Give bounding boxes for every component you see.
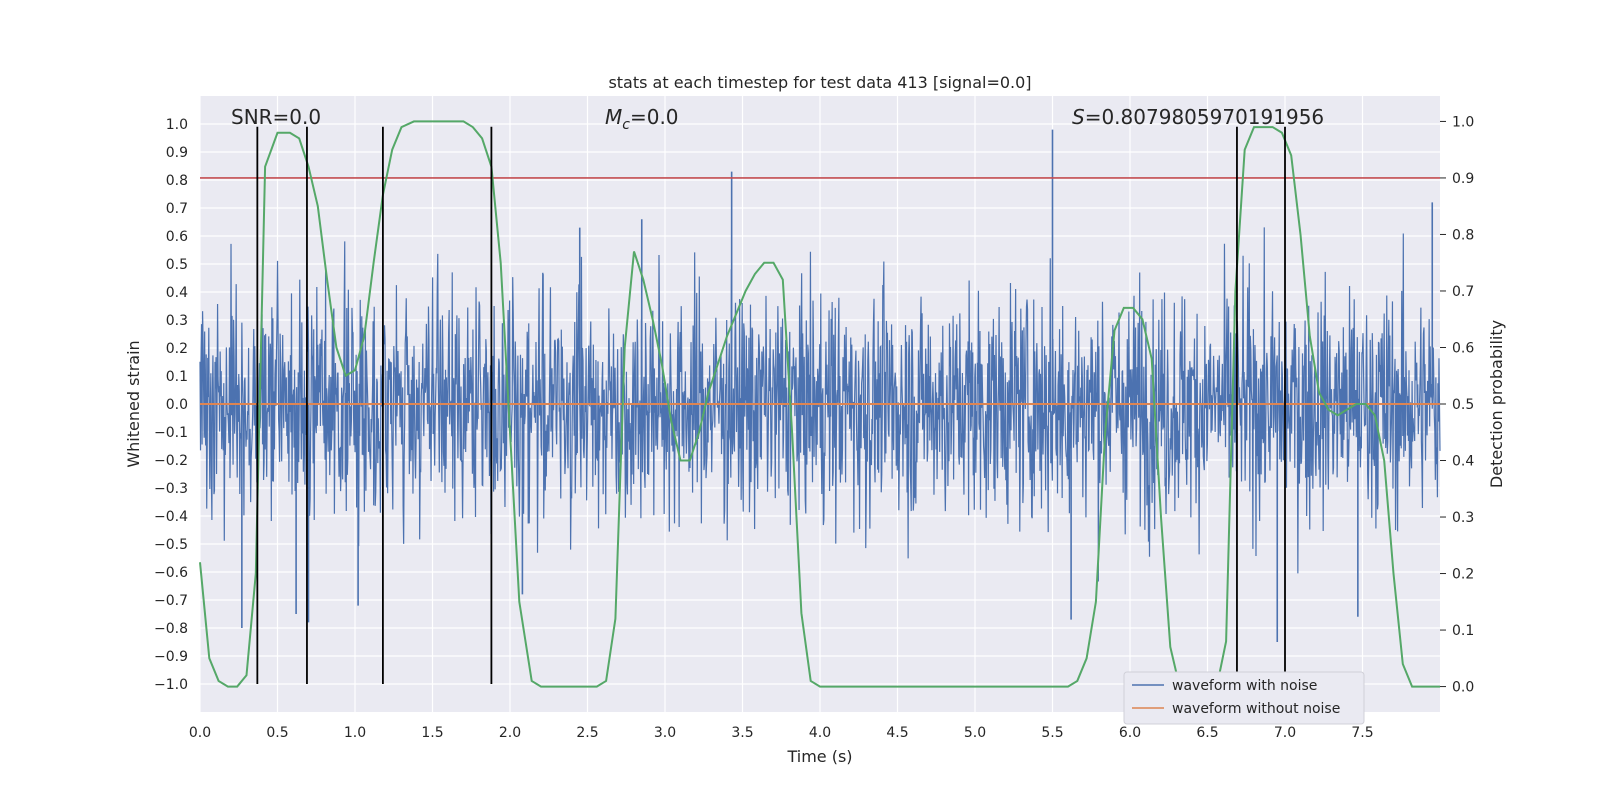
y-tick-label-14: 0.4 — [166, 285, 188, 301]
y-tick-label-16: 0.6 — [166, 229, 188, 245]
y2-tick-label-5: 0.5 — [1452, 397, 1474, 413]
y2-tick-label-3: 0.3 — [1452, 510, 1474, 526]
legend-box — [1123, 671, 1365, 725]
x-tick-label-9: 4.5 — [886, 725, 908, 741]
legend-label-noise: waveform with noise — [1172, 678, 1317, 694]
y-tick-label-5: −0.5 — [154, 537, 188, 553]
chirp-mass-annotation: Mc=0.0 — [605, 105, 679, 133]
y-tick-label-6: −0.4 — [154, 509, 188, 525]
x-tick-label-2: 1.0 — [344, 725, 366, 741]
y-tick-label-9: −0.1 — [154, 425, 188, 441]
snr-annotation: SNR=0.0 — [231, 105, 321, 129]
y-tick-label-12: 0.2 — [166, 341, 188, 357]
x-tick-label-12: 6.0 — [1119, 725, 1141, 741]
y-tick-label-4: −0.6 — [154, 565, 188, 581]
y-tick-labels: −1.0 −0.9 −0.8 −0.7 −0.6 −0.5 −0.4 −0.3 −0.2 −0.1… — [154, 117, 188, 693]
y2-tick-label-1: 0.1 — [1452, 623, 1474, 639]
score-symbol: S — [1072, 105, 1085, 129]
y-tick-label-7: −0.3 — [154, 481, 188, 497]
y2-axis-label: Detection probability — [1487, 320, 1506, 488]
y-axis-label: Whitened strain — [124, 340, 143, 467]
chart-title: stats at each timestep for test data 413… — [608, 73, 1031, 92]
y2-tick-label-2: 0.2 — [1452, 567, 1474, 583]
score-annotation: S=0.8079805970191956 — [1072, 105, 1324, 129]
y-tick-label-3: −0.7 — [154, 593, 188, 609]
x-axis-label: Time (s) — [786, 747, 852, 766]
vertical-marker-lines — [256, 126, 1286, 684]
y-tick-label-15: 0.5 — [166, 257, 188, 273]
x-tick-label-8: 4.0 — [809, 725, 831, 741]
y2-tick-label-9: 0.9 — [1452, 171, 1474, 187]
detection-probability-line — [199, 120, 1440, 688]
y2-tick-label-10: 1.0 — [1452, 114, 1474, 130]
x-tick-label-7: 3.5 — [731, 725, 753, 741]
x-tick-label-0: 0.0 — [189, 725, 211, 741]
y2-tick-label-6: 0.6 — [1452, 340, 1474, 356]
y-tick-label-17: 0.7 — [166, 201, 188, 217]
y2-tick-label-7: 0.7 — [1452, 284, 1474, 300]
y-tick-label-13: 0.3 — [166, 313, 188, 329]
y2-tick-label-0: 0.0 — [1452, 680, 1474, 696]
y-tick-label-0: −1.0 — [154, 677, 188, 693]
y-tick-label-8: −0.2 — [154, 453, 188, 469]
x-tick-label-1: 0.5 — [266, 725, 288, 741]
y2-tick-label-4: 0.4 — [1452, 454, 1474, 470]
chirp-mass-value: =0.0 — [630, 105, 679, 129]
score-value: =0.8079805970191956 — [1085, 105, 1324, 129]
x-tick-label-5: 2.5 — [576, 725, 598, 741]
x-tick-labels: 0.0 0.5 1.0 1.5 2.0 2.5 3.0 3.5 4.0 4.5 5.0 5.5 6.0 6… — [189, 725, 1374, 741]
probability-curve-group — [199, 120, 1440, 688]
chirp-mass-subscript: c — [622, 117, 630, 133]
x-tick-label-3: 1.5 — [421, 725, 443, 741]
y-tick-label-11: 0.1 — [166, 369, 188, 385]
y-tick-label-2: −0.8 — [154, 621, 188, 637]
x-tick-label-14: 7.0 — [1274, 725, 1296, 741]
y-tick-label-18: 0.8 — [166, 173, 188, 189]
legend-label-clean: waveform without noise — [1172, 701, 1340, 717]
y2-tick-label-8: 0.8 — [1452, 227, 1474, 243]
x-tick-label-11: 5.5 — [1041, 725, 1063, 741]
y-tick-label-10: 0.0 — [166, 397, 188, 413]
x-tick-label-4: 2.0 — [499, 725, 521, 741]
y2-tick-labels: 0.0 0.1 0.2 0.3 0.4 0.5 0.6 0.7 0.8 0.9 1.0 — [1440, 114, 1474, 696]
chirp-mass-symbol: M — [605, 105, 622, 129]
x-tick-label-15: 7.5 — [1351, 725, 1373, 741]
legend: waveform with noise waveform without noi… — [1123, 671, 1365, 725]
x-tick-label-6: 3.0 — [654, 725, 676, 741]
y-tick-label-20: 1.0 — [166, 117, 188, 133]
x-tick-label-10: 5.0 — [964, 725, 986, 741]
y-tick-label-19: 0.9 — [166, 145, 188, 161]
x-tick-label-13: 6.5 — [1196, 725, 1218, 741]
y-tick-label-1: −0.9 — [154, 649, 188, 665]
